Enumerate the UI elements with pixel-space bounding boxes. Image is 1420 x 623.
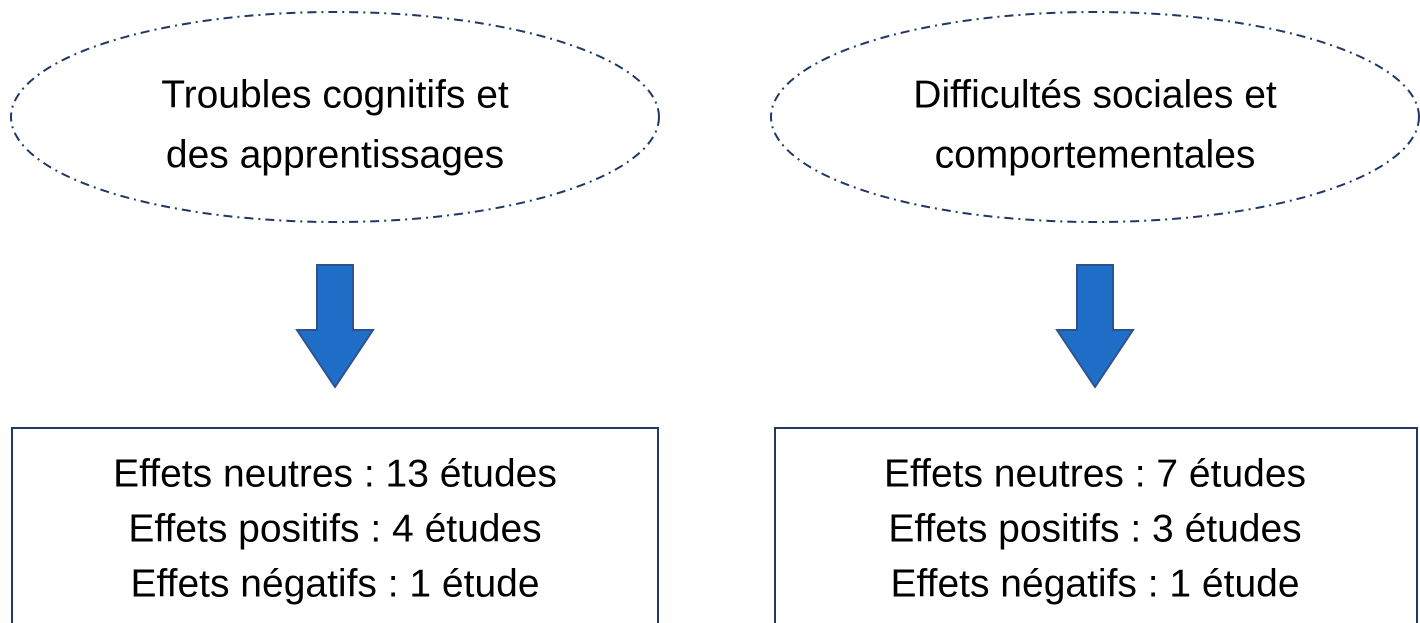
heading-ellipse bbox=[770, 11, 1420, 223]
heading-line: des apprentissages bbox=[166, 133, 504, 176]
result-line: Effets négatifs : 1 étude bbox=[130, 562, 539, 605]
heading-line: Troubles cognitifs et bbox=[161, 73, 509, 116]
heading-ellipse bbox=[10, 11, 660, 223]
result-line: Effets positifs : 4 études bbox=[128, 507, 541, 550]
result-line: Effets positifs : 3 études bbox=[888, 507, 1301, 550]
results-box bbox=[11, 427, 659, 623]
heading-line: Difficultés sociales et bbox=[913, 73, 1277, 116]
result-line: Effets neutres : 7 études bbox=[884, 452, 1306, 495]
heading-line: comportementales bbox=[935, 133, 1256, 176]
results-box bbox=[774, 427, 1418, 623]
result-line: Effets négatifs : 1 étude bbox=[890, 562, 1299, 605]
down-arrow bbox=[1055, 264, 1135, 389]
down-arrow bbox=[295, 264, 375, 389]
result-line: Effets neutres : 13 études bbox=[113, 452, 557, 495]
